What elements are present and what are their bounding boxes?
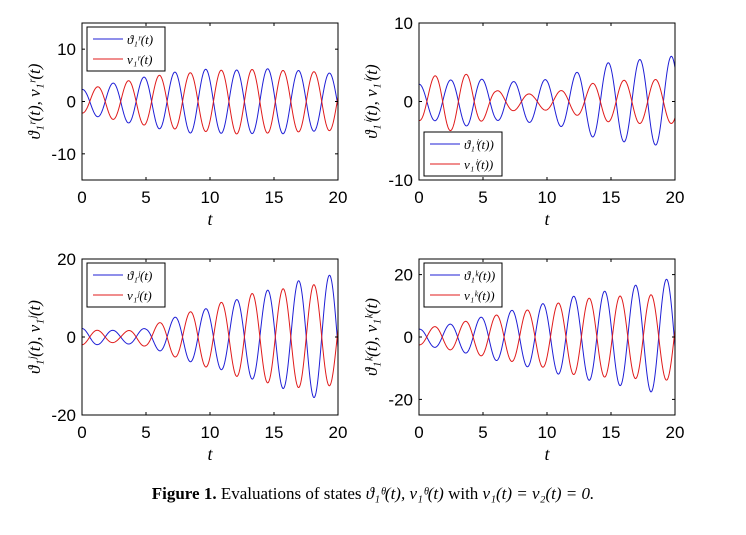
y-tick-label: 0: [404, 93, 413, 112]
legend-label: ν₁ⁱ(t)): [464, 157, 493, 172]
series-line-nu: [82, 284, 338, 389]
series-line-nu: [419, 294, 675, 381]
x-tick-label: 5: [141, 188, 150, 207]
x-tick-label: 0: [414, 423, 423, 442]
x-tick-label: 15: [602, 423, 621, 442]
series-line-theta: [82, 68, 338, 135]
y-axis-label: ϑ₁ᵏ(t), ν₁ᵏ(t): [362, 298, 381, 376]
x-tick-label: 0: [77, 423, 86, 442]
legend-box: [423, 131, 503, 177]
x-tick-label: 20: [329, 423, 348, 442]
series-line-theta: [419, 55, 675, 146]
x-tick-label: 0: [77, 188, 86, 207]
legend: ϑ₁ⁱ(t)) ν₁ⁱ(t)): [423, 131, 503, 177]
y-tick-label: -20: [388, 390, 413, 409]
legend-label: ν₁ʳ(t): [127, 52, 152, 67]
y-axis-label: ϑ₁ʳ(t), ν₁ʳ(t): [25, 63, 44, 139]
legend-label: ϑ₁ᵏ(t)): [464, 268, 495, 283]
x-tick-label: 10: [538, 423, 557, 442]
x-tick-label: 10: [538, 188, 557, 207]
caption-text-before: Evaluations of states: [220, 484, 366, 503]
x-tick-label: 0: [414, 188, 423, 207]
y-axis-label: ϑ₁ʲ(t), ν₁ʲ(t): [25, 300, 44, 374]
x-tick-label: 5: [478, 188, 487, 207]
y-tick-label: 10: [57, 40, 76, 59]
x-tick-label: 20: [329, 188, 348, 207]
y-tick-label: 0: [67, 328, 76, 347]
caption-math-condition: v₁(t) = v₂(t) = 0.: [482, 484, 595, 503]
caption-label: Figure 1.: [151, 484, 217, 503]
series-line-nu: [419, 73, 675, 132]
y-tick-label: 20: [57, 250, 76, 269]
x-tick-label: 20: [666, 423, 685, 442]
x-axis-label: t: [544, 209, 550, 229]
y-axis-label: ϑ₁ⁱ(t), ν₁ⁱ(t): [362, 64, 381, 139]
legend-box: [423, 262, 503, 308]
y-tick-label: -10: [388, 171, 413, 190]
x-tick-label: 20: [666, 188, 685, 207]
legend: ϑ₁ʳ(t) ν₁ʳ(t): [86, 26, 166, 72]
legend-label: ν₁ᵏ(t)): [464, 288, 495, 303]
x-tick-label: 5: [478, 423, 487, 442]
legend: ϑ₁ʲ(t) ν₁ʲ(t): [86, 262, 166, 308]
x-tick-label: 10: [201, 188, 220, 207]
x-tick-label: 5: [141, 423, 150, 442]
series-line-nu: [82, 68, 338, 135]
figure-caption: Figure 1. Evaluations of states ϑ₁ᶿ(t), …: [0, 484, 746, 504]
legend-label: ϑ₁ʳ(t): [127, 32, 153, 47]
x-tick-label: 15: [265, 188, 284, 207]
legend-box: [86, 26, 166, 72]
y-tick-label: 10: [394, 14, 413, 33]
x-tick-label: 15: [602, 188, 621, 207]
series-line-theta: [419, 278, 675, 393]
legend-label: ϑ₁ʲ(t): [127, 268, 152, 283]
y-tick-label: -20: [51, 406, 76, 425]
caption-text-with: with: [443, 484, 483, 503]
legend-label: ϑ₁ⁱ(t)): [464, 137, 494, 152]
x-axis-label: t: [544, 444, 550, 464]
caption-math-states: ϑ₁ᶿ(t), ν₁ᶿ(t): [365, 484, 444, 503]
x-axis-label: t: [207, 444, 213, 464]
legend-box: [86, 262, 166, 308]
y-tick-label: -10: [51, 145, 76, 164]
x-axis-label: t: [207, 209, 213, 229]
y-tick-label: 20: [394, 266, 413, 285]
legend-label: ν₁ʲ(t): [127, 288, 152, 303]
y-tick-label: 0: [67, 93, 76, 112]
series-line-theta: [82, 274, 338, 399]
x-tick-label: 10: [201, 423, 220, 442]
legend: ϑ₁ᵏ(t)) ν₁ᵏ(t)): [423, 262, 503, 308]
x-tick-label: 15: [265, 423, 284, 442]
y-tick-label: 0: [404, 328, 413, 347]
chart-panel-top-left: 0 5 10 15 20 10 0 -10 t ϑ₁ʳ(t), ν₁ʳ(t) ϑ₁ʳ(t) ν₁ʳ(t…: [25, 22, 348, 229]
